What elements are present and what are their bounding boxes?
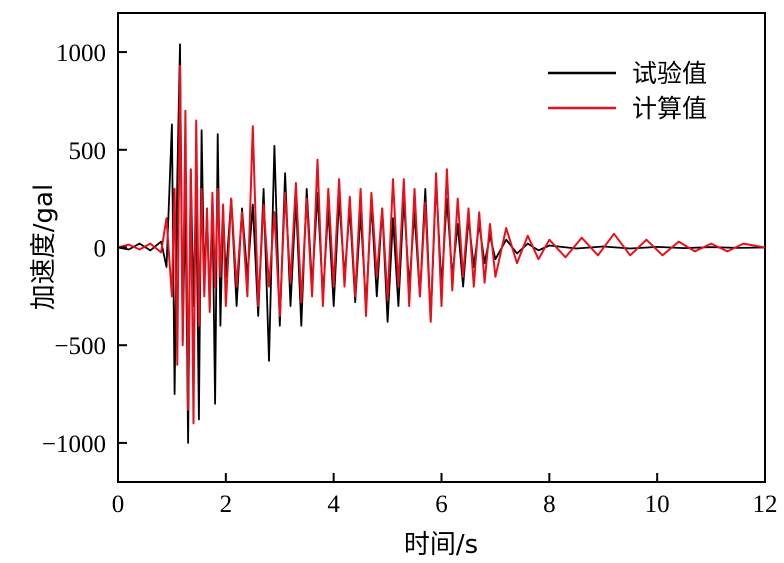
- x-axis: 0 2 4 6 8 10 12: [112, 473, 778, 518]
- y-tick-label: −500: [54, 333, 106, 360]
- y-tick-label: −1000: [42, 431, 106, 458]
- y-tick-label: 0: [94, 236, 107, 263]
- x-tick-label: 10: [645, 491, 670, 518]
- x-tick-label: 12: [753, 491, 778, 518]
- legend: 试验值 计算值: [548, 59, 707, 123]
- x-tick-label: 2: [220, 491, 233, 518]
- x-tick-label: 6: [435, 491, 448, 518]
- y-axis-title: 加速度/gal: [29, 184, 59, 310]
- x-tick-label: 4: [327, 491, 340, 518]
- x-axis-title: 时间/s: [404, 530, 478, 560]
- y-tick-label: 1000: [56, 40, 106, 67]
- series-layer: [117, 43, 766, 444]
- x-tick-label: 8: [543, 491, 556, 518]
- legend-label-series-2: 计算值: [632, 94, 707, 123]
- y-axis: −1000 −500 0 500 1000: [42, 40, 127, 458]
- series-line-2: [117, 64, 766, 425]
- y-tick-label: 500: [69, 138, 107, 165]
- legend-label-series-1: 试验值: [632, 59, 707, 88]
- x-tick-label: 0: [112, 491, 125, 518]
